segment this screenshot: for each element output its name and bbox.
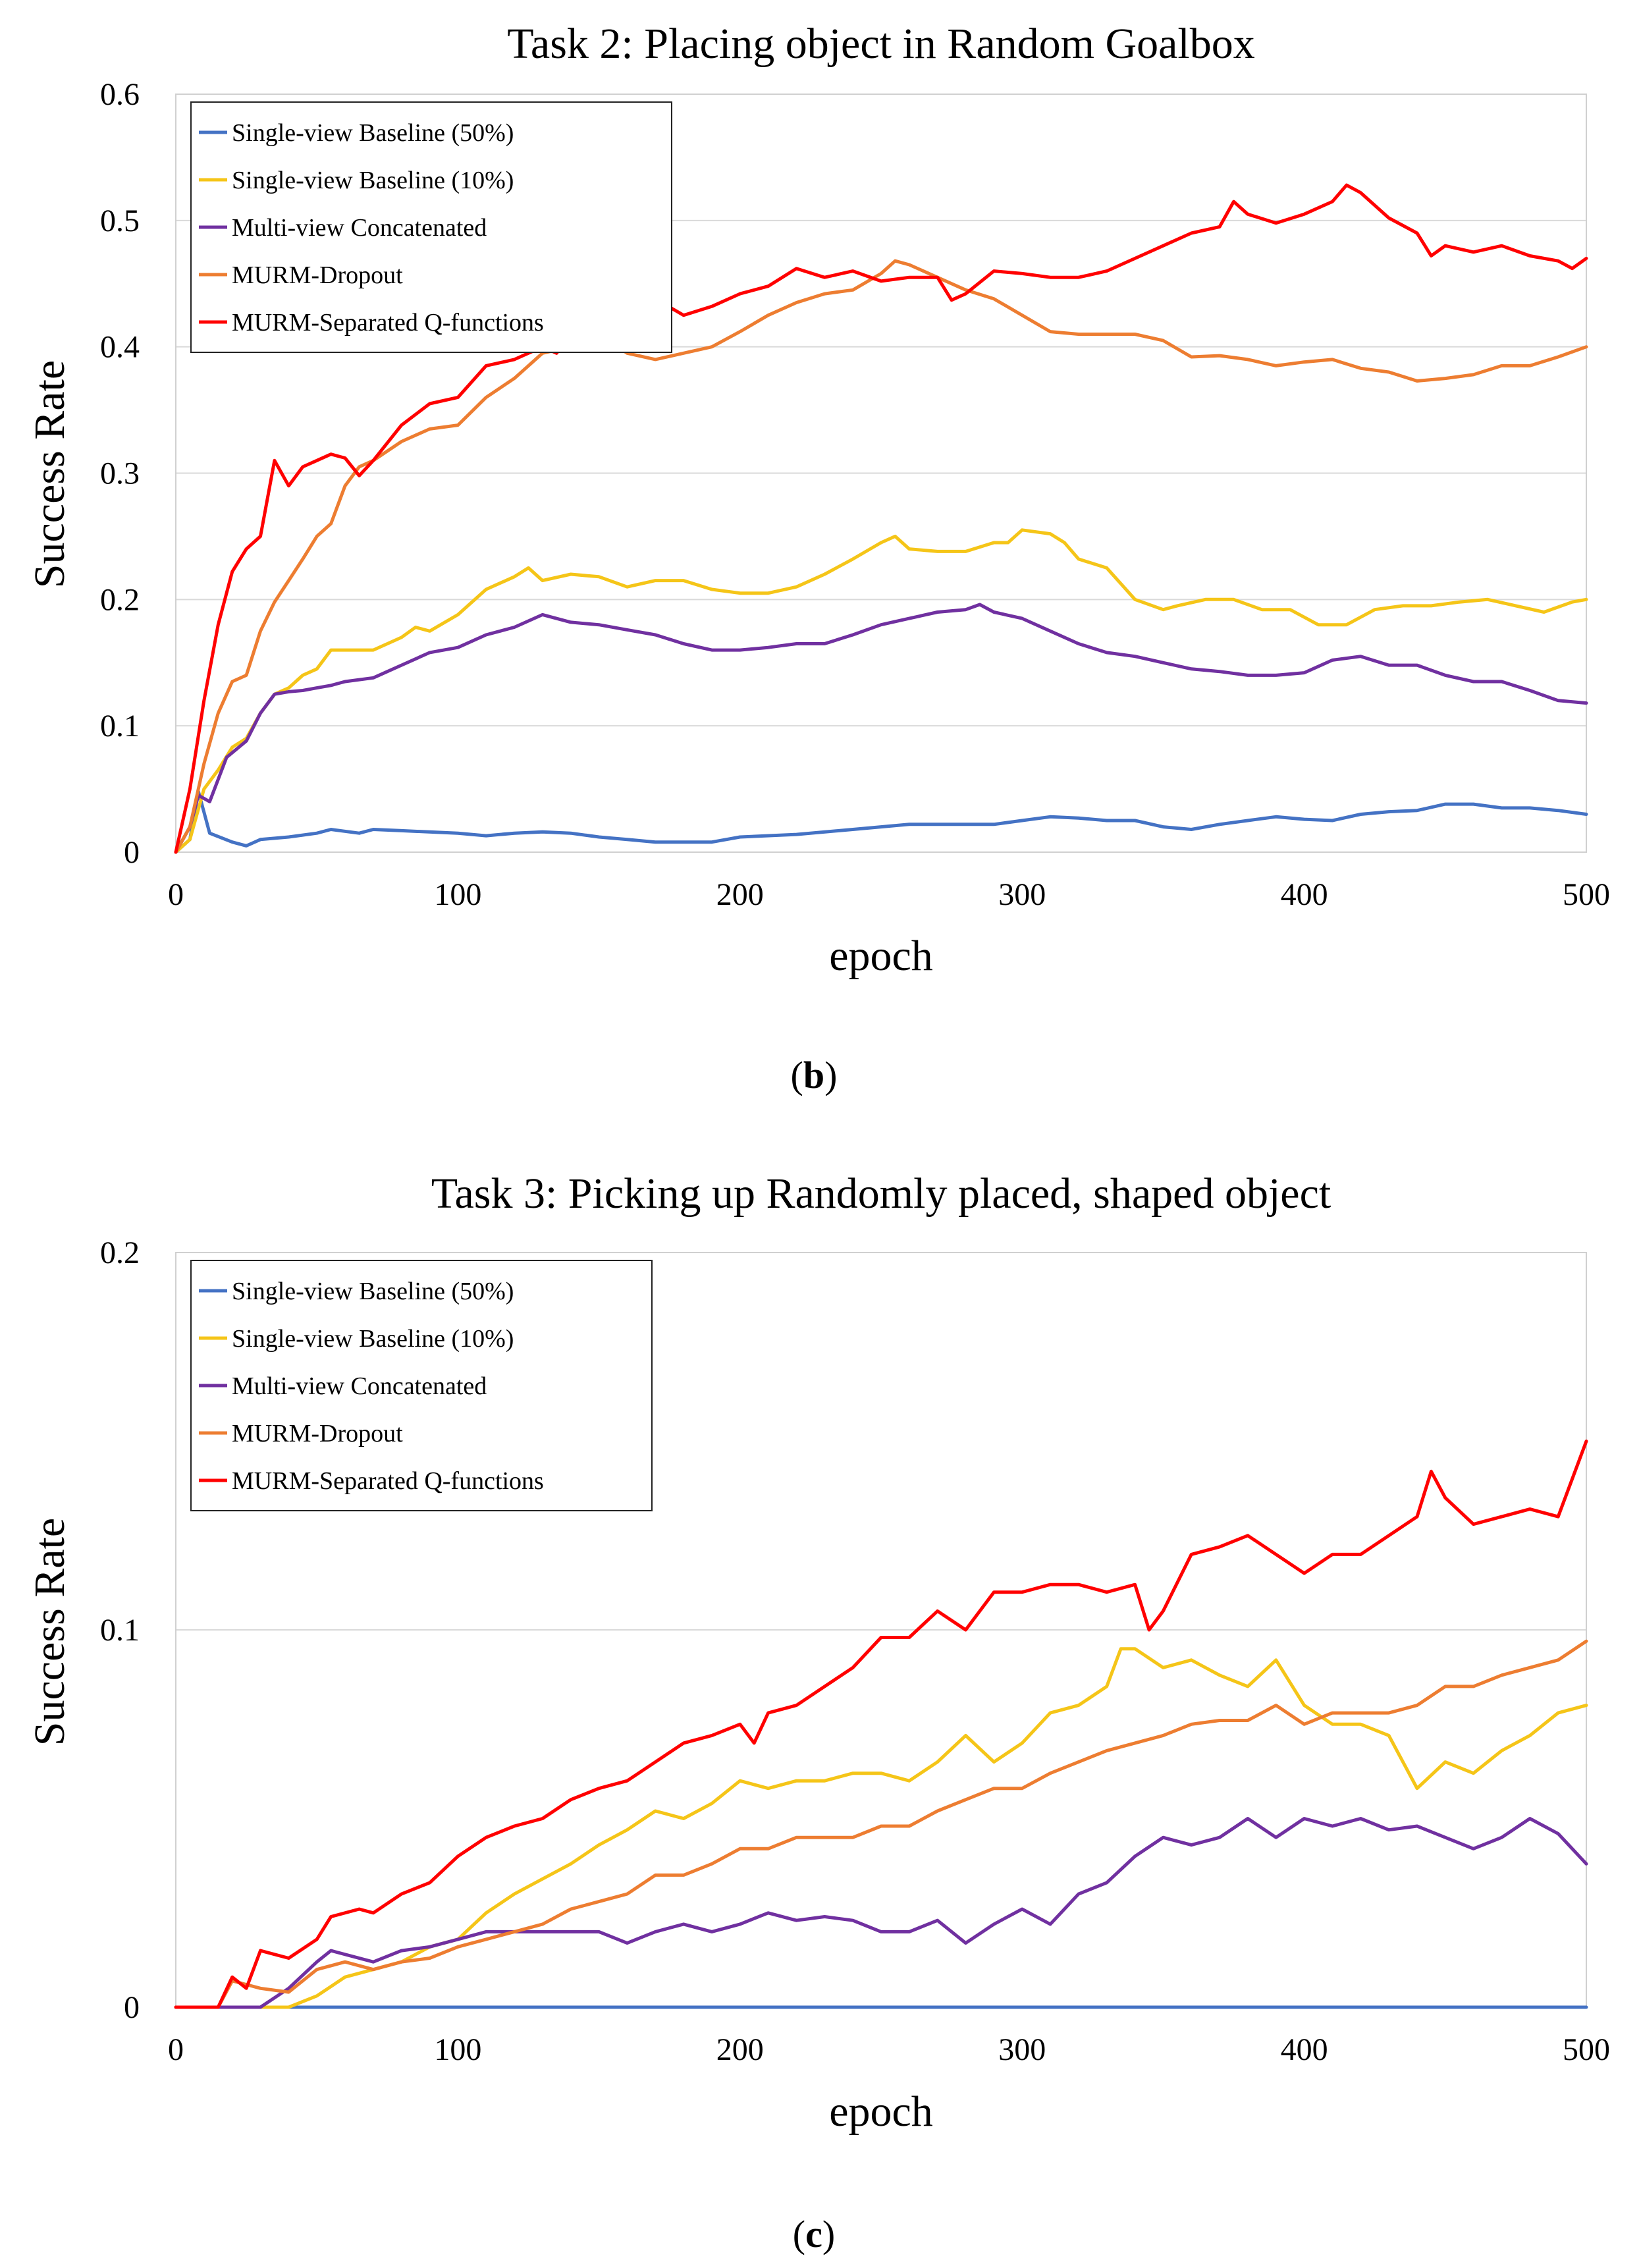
chart-panel-b: Task 2: Placing object in Random Goalbox… <box>26 20 1610 1096</box>
y-tick-labels: 0 0.1 0.2 0.3 0.4 0.5 0.6 <box>100 77 140 870</box>
legend-label: Single-view Baseline (10%) <box>232 1325 514 1353</box>
x-tick-label: 400 <box>1281 2032 1328 2067</box>
x-axis-label: epoch <box>829 932 933 980</box>
panel-label: c <box>805 2213 822 2255</box>
legend-label: Single-view Baseline (10%) <box>232 167 514 194</box>
y-tick-label: 0.5 <box>100 203 140 238</box>
series-line-murm-separated-q-functions <box>174 1440 1588 2009</box>
chart-panel-c: Task 3: Picking up Randomly placed, shap… <box>26 1170 1610 2255</box>
legend-label: MURM-Dropout <box>232 261 403 289</box>
y-tick-label: 0.3 <box>100 456 140 491</box>
series-line-single-view-baseline-10 <box>174 1647 1588 2009</box>
x-tick-label: 400 <box>1281 877 1328 912</box>
series-group <box>174 183 1588 854</box>
x-tick-label: 0 <box>168 2032 184 2067</box>
y-tick-label: 0.2 <box>100 1235 140 1270</box>
y-axis-label: Success Rate <box>26 1518 74 1746</box>
y-tick-label: 0.4 <box>100 330 140 365</box>
series-line-murm-dropout <box>174 1639 1588 2009</box>
x-tick-label: 100 <box>434 877 481 912</box>
chart-title: Task 3: Picking up Randomly placed, shap… <box>431 1170 1331 1218</box>
series-group <box>174 1440 1588 2009</box>
y-tick-label: 0.1 <box>100 1613 140 1648</box>
legend-box <box>190 101 672 353</box>
y-tick-label: 0.2 <box>100 582 140 617</box>
panel-caption: (c) <box>793 2213 835 2255</box>
plot-area-frame <box>175 94 1587 853</box>
x-tick-label: 300 <box>998 2032 1046 2067</box>
x-tick-label: 0 <box>168 877 184 912</box>
x-tick-label: 500 <box>1563 2032 1610 2067</box>
legend: Single-view Baseline (50%) Single-view Ba… <box>190 1260 653 1511</box>
x-tick-label: 100 <box>434 2032 481 2067</box>
panel-label: b <box>803 1054 824 1096</box>
y-axis-label: Success Rate <box>26 360 74 588</box>
y-tick-label: 0.1 <box>100 709 140 743</box>
legend: Single-view Baseline (50%) Single-view Ba… <box>190 101 672 353</box>
legend-label: Single-view Baseline (50%) <box>232 119 514 147</box>
x-tick-label: 200 <box>716 2032 764 2067</box>
x-tick-labels: 0 100 200 300 400 500 <box>168 2032 1610 2067</box>
series-line-single-view-baseline-50 <box>174 790 1588 854</box>
legend-label: Multi-view Concatenated <box>232 214 487 242</box>
series-line-single-view-baseline-10 <box>174 528 1588 854</box>
y-tick-labels: 0 0.1 0.2 <box>100 1235 140 2025</box>
series-line-multi-view-concatenated <box>174 603 1588 854</box>
x-axis-label: epoch <box>829 2088 933 2136</box>
legend-label: Single-view Baseline (50%) <box>232 1278 514 1305</box>
x-tick-label: 300 <box>998 877 1046 912</box>
series-line-multi-view-concatenated <box>174 1817 1588 2009</box>
legend-label: Multi-view Concatenated <box>232 1372 487 1400</box>
x-tick-label: 500 <box>1563 877 1610 912</box>
y-tick-label: 0 <box>124 1990 140 2025</box>
series-line-murm-separated-q-functions <box>174 183 1588 854</box>
y-tick-label: 0 <box>124 835 140 870</box>
legend-box <box>190 1260 653 1511</box>
x-tick-labels: 0 100 200 300 400 500 <box>168 877 1610 912</box>
x-tick-label: 200 <box>716 877 764 912</box>
legend-label: MURM-Separated Q-functions <box>232 309 544 337</box>
y-tick-label: 0.6 <box>100 77 140 112</box>
legend-label: MURM-Dropout <box>232 1420 403 1447</box>
panel-caption: (b) <box>791 1054 838 1096</box>
chart-title: Task 2: Placing object in Random Goalbox <box>507 20 1255 68</box>
legend-label: MURM-Separated Q-functions <box>232 1467 544 1495</box>
series-line-murm-dropout <box>174 259 1588 854</box>
